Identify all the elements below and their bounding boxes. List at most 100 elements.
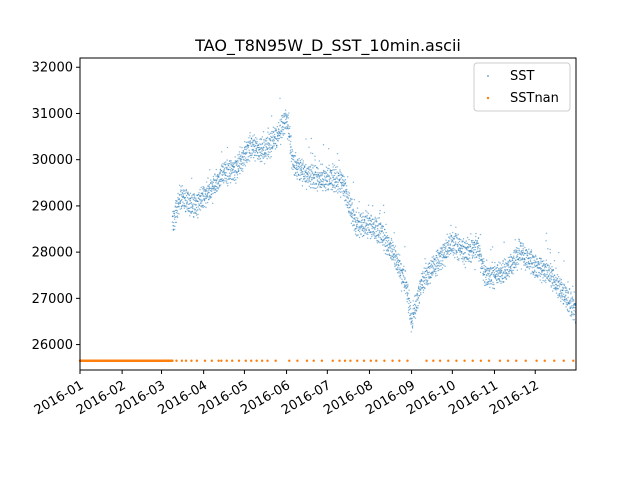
sst-point xyxy=(301,180,304,183)
sst-point xyxy=(338,187,340,190)
sst-point xyxy=(446,241,449,244)
sst-point xyxy=(283,123,286,125)
sst-point xyxy=(522,251,525,253)
sst-point xyxy=(440,253,443,256)
sst-point xyxy=(266,137,268,140)
sst-point xyxy=(329,171,331,174)
sst-point xyxy=(242,156,244,158)
sst-point xyxy=(376,240,378,242)
sst-point xyxy=(184,196,186,199)
sst-point xyxy=(410,323,412,325)
sst-point xyxy=(572,313,574,315)
sst-point xyxy=(242,150,245,152)
sst-point xyxy=(364,230,366,232)
sst-point xyxy=(355,227,358,229)
sst-point xyxy=(350,215,353,217)
sst-point xyxy=(308,146,310,148)
sst-point xyxy=(318,180,320,183)
sst-point xyxy=(251,154,253,156)
sst-point xyxy=(377,236,380,238)
sst-point xyxy=(440,262,443,265)
sst-point xyxy=(460,244,462,247)
sst-point xyxy=(202,198,205,200)
sst-point xyxy=(523,264,525,266)
sst-point xyxy=(561,298,563,301)
sst-point xyxy=(322,171,325,174)
sst-point xyxy=(203,190,205,192)
sst-point xyxy=(437,267,440,270)
sst-point xyxy=(461,250,463,253)
sst-point xyxy=(351,209,354,211)
sst-point xyxy=(301,163,303,165)
sst-point xyxy=(181,185,183,187)
sst-point xyxy=(436,262,438,265)
sst-point xyxy=(564,297,566,299)
legend-sstnan-marker xyxy=(486,96,490,100)
sst-point xyxy=(486,259,488,261)
sst-point xyxy=(226,159,228,161)
sst-point xyxy=(302,171,304,173)
sst-point xyxy=(492,283,494,286)
sst-point xyxy=(412,304,415,307)
sst-point xyxy=(460,257,463,260)
sst-point xyxy=(426,284,429,286)
sst-point xyxy=(399,272,401,274)
sst-point xyxy=(464,251,466,254)
sst-point xyxy=(373,235,376,237)
sst-point xyxy=(193,194,196,196)
sst-point xyxy=(260,147,263,149)
sst-point xyxy=(562,288,564,290)
sst-point xyxy=(279,124,281,126)
sst-point xyxy=(464,267,467,269)
sst-point xyxy=(418,294,421,297)
sst-point xyxy=(375,219,378,221)
sst-point xyxy=(174,225,176,228)
sst-point xyxy=(399,277,401,279)
sst-point xyxy=(549,280,551,283)
sst-point xyxy=(263,156,266,158)
sst-point xyxy=(185,189,188,192)
sst-point xyxy=(409,313,411,315)
sst-point xyxy=(370,224,373,226)
sst-point xyxy=(339,169,341,171)
sst-point xyxy=(467,246,469,248)
sst-point xyxy=(311,152,314,155)
sst-point xyxy=(203,187,205,190)
sst-point xyxy=(396,272,399,274)
sst-point xyxy=(447,256,449,258)
sst-point xyxy=(491,271,494,273)
sst-point xyxy=(472,246,474,249)
sst-point xyxy=(361,235,364,238)
sst-point xyxy=(241,158,243,161)
sst-point xyxy=(501,269,503,272)
sst-point xyxy=(420,288,422,290)
sstnan-point xyxy=(237,359,241,362)
sst-point xyxy=(210,181,212,184)
sst-point xyxy=(375,230,377,233)
sst-point xyxy=(487,270,489,272)
sstnan-point xyxy=(338,359,341,362)
sst-point xyxy=(565,303,568,305)
sst-point xyxy=(556,278,559,280)
sst-point xyxy=(433,270,436,272)
sst-point xyxy=(403,265,405,268)
sst-point xyxy=(539,262,541,264)
sst-point xyxy=(503,266,505,268)
sst-point xyxy=(206,190,208,192)
sst-point xyxy=(243,155,245,158)
sst-point xyxy=(554,281,556,284)
sst-point xyxy=(207,192,209,195)
sst-point xyxy=(379,212,381,215)
sst-point xyxy=(441,263,444,266)
sst-point xyxy=(566,308,569,311)
sst-point xyxy=(211,183,213,185)
sst-point xyxy=(573,309,575,312)
sst-point xyxy=(423,267,425,269)
sst-point xyxy=(319,174,322,177)
sstnan-point xyxy=(320,359,324,362)
sst-point xyxy=(556,289,558,291)
sst-point xyxy=(538,274,540,276)
sst-point xyxy=(561,286,564,288)
sst-point xyxy=(559,282,561,284)
sst-point xyxy=(380,222,382,224)
